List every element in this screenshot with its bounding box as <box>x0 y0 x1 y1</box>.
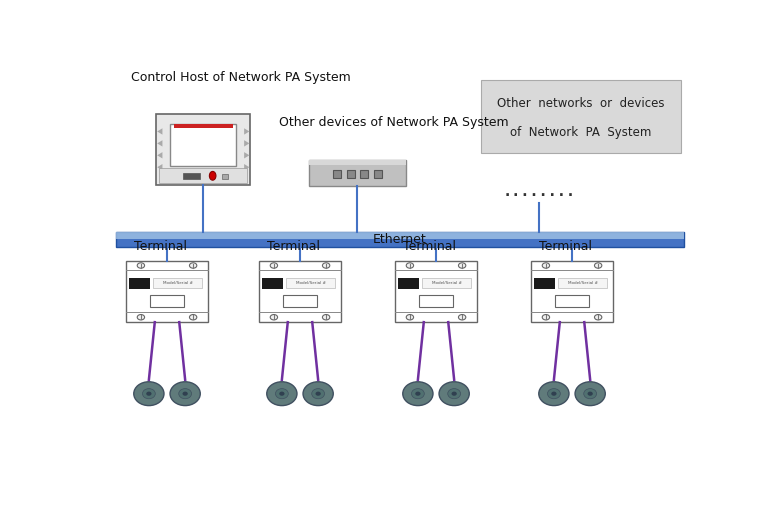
Ellipse shape <box>143 389 155 399</box>
Ellipse shape <box>594 315 602 320</box>
Text: Other  networks  or  devices: Other networks or devices <box>498 97 665 110</box>
Bar <box>347 170 355 178</box>
Bar <box>173 124 233 128</box>
Bar <box>115 232 684 239</box>
Text: Model/Serial #: Model/Serial # <box>296 281 325 285</box>
Polygon shape <box>244 140 250 147</box>
Bar <box>399 278 419 289</box>
Text: Terminal: Terminal <box>402 239 456 253</box>
Ellipse shape <box>190 315 197 320</box>
Bar <box>283 295 317 308</box>
Text: Model/Serial #: Model/Serial # <box>162 281 193 285</box>
Ellipse shape <box>542 315 550 320</box>
Text: ........: ........ <box>502 184 576 199</box>
Bar <box>374 170 381 178</box>
Ellipse shape <box>303 382 333 406</box>
Bar <box>555 295 589 308</box>
Ellipse shape <box>137 263 144 268</box>
Bar <box>157 114 250 185</box>
Ellipse shape <box>439 382 470 406</box>
Ellipse shape <box>322 263 330 268</box>
Bar <box>126 261 207 322</box>
Polygon shape <box>158 128 162 135</box>
Bar <box>360 170 368 178</box>
Ellipse shape <box>539 382 569 406</box>
Bar <box>129 278 150 289</box>
Ellipse shape <box>583 389 597 399</box>
Bar <box>150 295 184 308</box>
Text: Other devices of Network PA System: Other devices of Network PA System <box>279 117 509 130</box>
Bar <box>171 124 236 167</box>
Bar <box>259 261 341 322</box>
Ellipse shape <box>134 382 164 406</box>
Ellipse shape <box>402 382 433 406</box>
Ellipse shape <box>587 392 593 396</box>
Ellipse shape <box>275 389 289 399</box>
Ellipse shape <box>146 392 151 396</box>
Ellipse shape <box>448 389 460 399</box>
Ellipse shape <box>315 392 321 396</box>
Ellipse shape <box>322 315 330 320</box>
Polygon shape <box>244 164 250 170</box>
Text: Control Host of Network PA System: Control Host of Network PA System <box>131 71 350 84</box>
Ellipse shape <box>179 389 192 399</box>
Ellipse shape <box>551 392 557 396</box>
Text: Terminal: Terminal <box>267 239 320 253</box>
Ellipse shape <box>279 392 285 396</box>
Ellipse shape <box>594 263 602 268</box>
Ellipse shape <box>312 389 324 399</box>
Text: Terminal: Terminal <box>134 239 186 253</box>
Bar <box>286 278 335 288</box>
Ellipse shape <box>183 392 188 396</box>
Ellipse shape <box>270 315 278 320</box>
Text: Ethernet: Ethernet <box>373 233 427 246</box>
Bar <box>481 80 681 153</box>
Bar <box>159 169 247 183</box>
Text: Terminal: Terminal <box>539 239 592 253</box>
Polygon shape <box>244 128 250 135</box>
Ellipse shape <box>170 382 200 406</box>
Ellipse shape <box>459 263 466 268</box>
Ellipse shape <box>209 171 216 180</box>
Bar <box>309 160 406 186</box>
Bar <box>222 173 228 179</box>
Polygon shape <box>244 152 250 158</box>
Ellipse shape <box>270 263 278 268</box>
Bar <box>262 278 283 289</box>
Ellipse shape <box>190 263 197 268</box>
Bar <box>333 170 341 178</box>
Ellipse shape <box>406 263 413 268</box>
Bar <box>419 295 453 308</box>
Ellipse shape <box>267 382 297 406</box>
Bar <box>183 173 200 180</box>
Text: of  Network  PA  System: of Network PA System <box>510 126 652 139</box>
Polygon shape <box>158 164 162 170</box>
Bar <box>395 261 477 322</box>
Polygon shape <box>158 152 162 158</box>
Bar <box>422 278 471 288</box>
Ellipse shape <box>542 263 550 268</box>
Ellipse shape <box>406 315 413 320</box>
Ellipse shape <box>548 389 560 399</box>
Bar <box>115 232 684 247</box>
Bar <box>153 278 202 288</box>
Ellipse shape <box>412 389 424 399</box>
Ellipse shape <box>452 392 457 396</box>
Ellipse shape <box>415 392 420 396</box>
Ellipse shape <box>575 382 605 406</box>
Ellipse shape <box>137 315 144 320</box>
Bar <box>309 160 406 166</box>
Bar <box>531 261 613 322</box>
Text: Model/Serial #: Model/Serial # <box>568 281 597 285</box>
Ellipse shape <box>459 315 466 320</box>
Bar <box>534 278 555 289</box>
Text: Model/Serial #: Model/Serial # <box>431 281 462 285</box>
Polygon shape <box>158 140 162 147</box>
Bar <box>558 278 607 288</box>
